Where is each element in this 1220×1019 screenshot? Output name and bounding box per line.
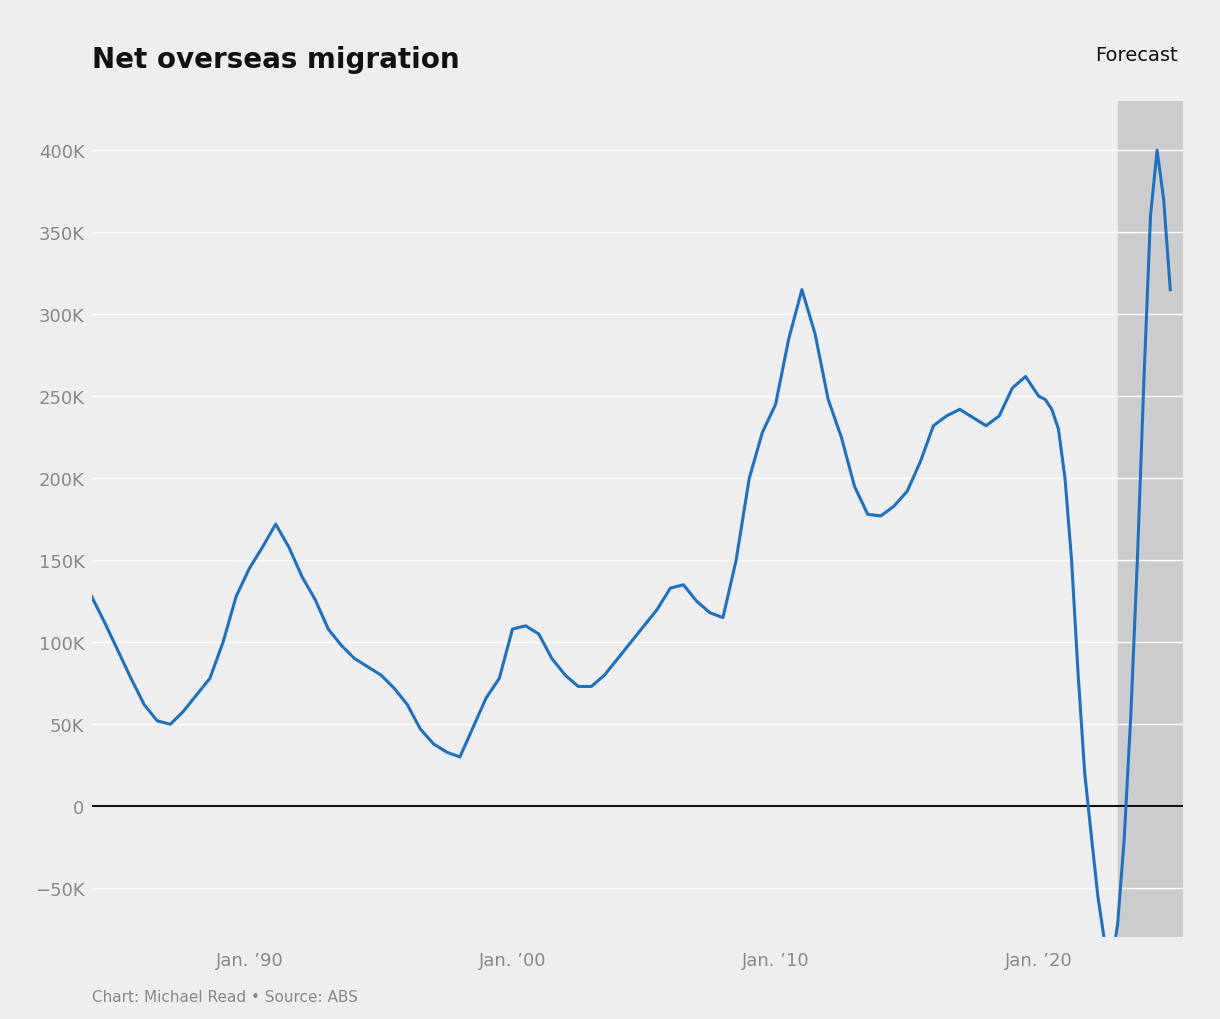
Bar xyxy=(1118,102,1183,937)
Text: Net overseas migration: Net overseas migration xyxy=(92,46,459,73)
Text: Forecast: Forecast xyxy=(1094,46,1177,65)
Text: Chart: Michael Read • Source: ABS: Chart: Michael Read • Source: ABS xyxy=(92,988,357,1004)
